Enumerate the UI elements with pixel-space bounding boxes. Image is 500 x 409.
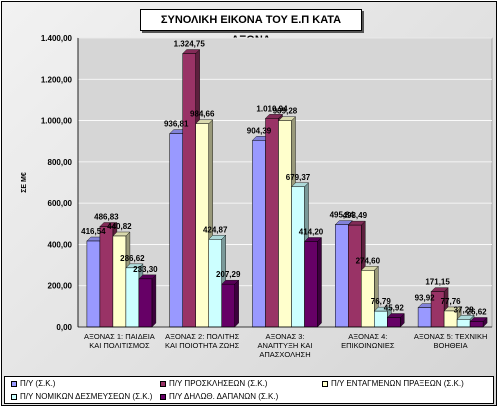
bar — [335, 224, 349, 328]
x-tick-label: ΕΠΙΚΟΙΝΩΝΙΕΣ — [341, 341, 395, 350]
data-label: 77,76 — [441, 297, 462, 306]
data-label: 495,84 — [330, 211, 355, 220]
bar — [469, 321, 484, 328]
bar — [252, 140, 266, 328]
data-label: 286,62 — [120, 254, 145, 263]
data-label: 416,54 — [81, 227, 106, 236]
bar — [169, 133, 183, 328]
y-tick-label: 0,00 — [56, 323, 72, 332]
y-tick-label: 1.400,00 — [41, 34, 73, 43]
bar — [138, 278, 153, 328]
data-label: 37,28 — [454, 305, 475, 314]
legend-label: Π/Υ ΕΝΤΑΓΜΕΝΩΝ ΠΡΑΞΕΩΝ (Σ.Κ.) — [331, 379, 464, 388]
bar — [387, 317, 401, 328]
bar — [374, 310, 388, 328]
data-label: 679,37 — [286, 173, 311, 182]
data-label: 93,92 — [415, 294, 436, 303]
bar — [304, 241, 318, 328]
data-label: 76,79 — [371, 297, 392, 306]
legend-swatch — [160, 394, 166, 400]
bar — [208, 239, 222, 328]
data-label: 1.324,75 — [174, 40, 206, 49]
legend-label: Π/Υ ΝΟΜΙΚΩΝ ΔΕΣΜΕΥΣΕΩΝ (Σ.Κ.) — [20, 392, 153, 401]
x-tick-label: ΑΞΟΝΑΣ 4: — [348, 332, 387, 341]
data-label: 424,87 — [203, 225, 228, 234]
bar-side — [317, 237, 322, 328]
bar — [278, 120, 292, 328]
data-label: 936,81 — [164, 120, 189, 129]
y-tick-label: 1.200,00 — [41, 75, 73, 84]
legend-label: Π/Υ ΠΡΟΣΚΛΗΣΕΩΝ (Σ.Κ.) — [169, 379, 268, 388]
y-tick-label: 800,00 — [48, 158, 73, 167]
data-label: 26,62 — [467, 308, 488, 317]
y-tick-label: 600,00 — [48, 199, 73, 208]
bar — [112, 235, 127, 328]
bar-side — [234, 279, 239, 328]
bar — [456, 319, 471, 328]
y-tick-label: 200,00 — [48, 282, 73, 291]
y-axis-label: ΣΕ Μ€ — [21, 172, 28, 193]
legend-swatch — [11, 381, 17, 387]
data-label: 414,20 — [299, 227, 324, 236]
bar — [291, 186, 305, 328]
y-tick-label: 400,00 — [48, 240, 73, 249]
legend-swatch — [160, 381, 166, 387]
bar — [86, 240, 101, 328]
x-tick-label: ΑΞΟΝΑΣ 5: ΤΕΧΝΙΚΗ — [414, 332, 488, 341]
data-label: 274,60 — [356, 256, 381, 265]
data-label: 486,83 — [94, 213, 119, 222]
data-label: 440,82 — [107, 222, 132, 231]
bar — [221, 283, 235, 328]
legend-label: Π/Υ ΔΗΛΩΘ. ΔΑΠΑΝΩΝ (Σ.Κ.) — [169, 392, 279, 401]
x-tick-label: ΑΞΟΝΑΣ 2: ΠΟΛΙΤΗΣ — [165, 332, 239, 341]
x-tick-label: ΒΟΗΘΕΙΑ — [434, 341, 468, 350]
x-tick-label: ΑΞΟΝΑΣ 1: ΠΑΙΔΕΙΑ — [84, 332, 155, 341]
legend-label: Π/Υ (Σ.Κ.) — [20, 379, 56, 388]
bar — [99, 226, 114, 328]
bar — [348, 224, 362, 328]
data-label: 984,66 — [190, 110, 215, 119]
legend-swatch — [11, 394, 17, 400]
chart-legend: Π/Υ (Σ.Κ.) Π/Υ ΠΡΟΣΚΛΗΣΕΩΝ (Σ.Κ.) Π/Υ ΕΝΤΑ… — [4, 376, 494, 404]
x-tick-label: ΑΠΑΣΧΟΛΗΣΗ — [259, 350, 310, 359]
bar — [125, 267, 140, 328]
x-tick-label: ΚΑΙ ΠΟΛΙΤΙΣΜΟΣ — [89, 341, 150, 350]
data-label: 904,39 — [247, 126, 272, 135]
bar — [265, 118, 279, 328]
data-label: 493,49 — [343, 211, 368, 220]
x-tick-label: ΚΑΙ ΠΟΙΟΤΗΤΑ ΖΩΗΣ — [165, 341, 240, 350]
data-label: 1.010,94 — [256, 104, 288, 113]
data-label: 171,15 — [425, 278, 450, 287]
data-label: 207,29 — [216, 270, 241, 279]
y-tick-label: 1.000,00 — [41, 117, 73, 126]
x-tick-label: ΑΞΟΝΑΣ 3: — [265, 332, 304, 341]
bar-side — [151, 274, 157, 328]
x-tick-label: ΑΝΑΠΤΥΞΗ ΚΑΙ — [258, 341, 313, 350]
bar — [182, 53, 196, 328]
data-label: 45,92 — [384, 304, 405, 313]
data-label: 233,30 — [133, 265, 158, 274]
legend-swatch — [322, 381, 328, 387]
data-label: 999,28 — [273, 107, 298, 116]
bar — [417, 307, 432, 328]
